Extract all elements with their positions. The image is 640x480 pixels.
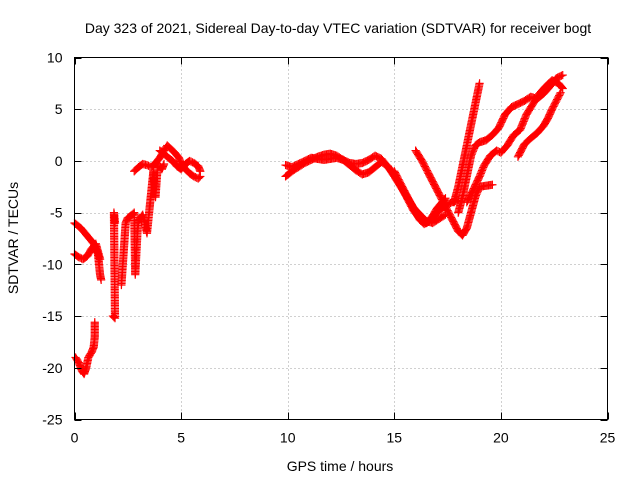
- data-point: [97, 275, 106, 284]
- data-point: [478, 164, 487, 174]
- series-track-14: [462, 76, 567, 207]
- axis-ticks: 0 5 10 15 20 25 -25 -20 -15 -10 -5 0 5 10: [42, 50, 615, 446]
- series-track-4: [108, 208, 120, 323]
- y-tick-label: 10: [47, 50, 63, 66]
- data-point: [555, 89, 564, 99]
- data-point: [477, 166, 487, 175]
- data-point: [557, 83, 566, 92]
- chart-title: Day 323 of 2021, Sidereal Day-to-day VTE…: [85, 20, 591, 36]
- data-point: [110, 218, 120, 228]
- data-point: [556, 88, 565, 97]
- data-point: [488, 180, 497, 189]
- y-tick-label: 5: [55, 101, 63, 117]
- plot-frame: [74, 57, 608, 420]
- data-point: [476, 170, 485, 180]
- data-point: [468, 147, 477, 156]
- data-point: [195, 173, 204, 182]
- series-track-11: [411, 146, 497, 240]
- series-track-10: [390, 167, 450, 229]
- data-marks: [70, 70, 567, 379]
- y-tick-label: -10: [42, 256, 62, 272]
- x-tick-label: 20: [493, 430, 509, 446]
- x-tick-label: 10: [280, 430, 296, 446]
- data-point: [477, 167, 486, 177]
- data-point: [558, 70, 567, 80]
- series-track-2: [70, 239, 105, 264]
- data-point: [557, 71, 566, 80]
- data-point: [159, 159, 169, 169]
- x-tick-label: 0: [71, 430, 79, 446]
- data-point: [95, 255, 105, 264]
- y-tick-label: -15: [42, 308, 62, 324]
- x-tick-label: 25: [600, 430, 616, 446]
- x-axis-title: GPS time / hours: [287, 458, 394, 474]
- x-tick-label: 15: [387, 430, 403, 446]
- data-point: [558, 84, 567, 93]
- data-point: [467, 150, 476, 159]
- data-point: [90, 318, 99, 327]
- data-point: [466, 151, 476, 160]
- series-track-6: [130, 141, 205, 183]
- data-point: [469, 145, 478, 154]
- y-tick-label: -5: [50, 205, 63, 221]
- y-tick-label: -25: [42, 412, 62, 428]
- series-track-7: [155, 146, 205, 176]
- data-point: [196, 167, 205, 176]
- data-point: [475, 79, 484, 88]
- y-tick-label: 0: [55, 153, 63, 169]
- series-track-5: [117, 159, 169, 290]
- series-track-3: [71, 318, 99, 379]
- data-point: [475, 172, 484, 181]
- data-point: [468, 148, 477, 157]
- y-tick-label: -20: [42, 360, 62, 376]
- series-track-15: [513, 88, 565, 161]
- y-axis-title: SDTVAR / TECUs: [5, 182, 21, 294]
- series-track-12: [449, 79, 484, 207]
- x-tick-label: 5: [177, 430, 185, 446]
- data-point: [476, 169, 485, 178]
